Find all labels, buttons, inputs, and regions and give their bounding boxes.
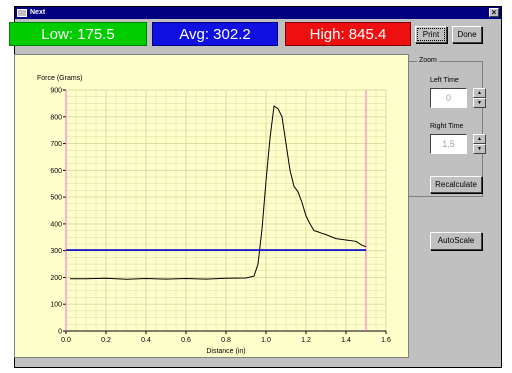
right-time-spinner: ▲ ▼ <box>473 134 486 154</box>
left-time-label: Left Time <box>430 77 459 84</box>
left-time-field[interactable]: 0 <box>430 88 467 108</box>
x-tick-label: 0.2 <box>101 337 111 344</box>
close-icon[interactable]: × <box>489 8 499 17</box>
x-tick-label: 0.0 <box>61 337 71 344</box>
print-button[interactable]: Print <box>415 26 447 43</box>
y-axis-label: Force (Grams) <box>37 75 83 82</box>
y-tick-label: 900 <box>50 88 62 95</box>
x-tick-label: 1.6 <box>381 337 391 344</box>
right-time-field[interactable]: 1.5 <box>430 134 467 154</box>
force-series-line <box>70 105 367 280</box>
y-tick-label: 200 <box>50 275 62 282</box>
done-button[interactable]: Done <box>452 26 482 43</box>
window-title: Next <box>30 9 46 16</box>
right-time-up-icon[interactable]: ▲ <box>473 134 486 144</box>
x-tick-label: 0.6 <box>181 337 191 344</box>
y-tick-label: 500 <box>50 195 62 202</box>
y-tick-label: 400 <box>50 221 62 228</box>
x-tick-label: 1.0 <box>261 337 271 344</box>
x-tick-label: 1.2 <box>301 337 311 344</box>
zoom-group: Zoom <box>408 57 483 197</box>
force-plot: 0 100 200 300 400 500 600 700 800 900 0.0 0.2 0.4 0.6… <box>14 54 409 358</box>
left-time-spinner: ▲ ▼ <box>473 88 486 108</box>
app-icon <box>17 9 27 17</box>
left-time-down-icon[interactable]: ▼ <box>473 98 486 108</box>
y-tick-label: 700 <box>50 141 62 148</box>
y-tick-label: 100 <box>50 302 62 309</box>
title-bar: Next × <box>15 7 501 19</box>
left-time-up-icon[interactable]: ▲ <box>473 88 486 98</box>
x-tick-label: 1.4 <box>341 337 351 344</box>
right-time-down-icon[interactable]: ▼ <box>473 144 486 154</box>
x-tick-label: 0.8 <box>221 337 231 344</box>
y-tick-label: 800 <box>50 114 62 121</box>
avg-value-display: Avg: 302.2 <box>152 22 278 46</box>
x-tick-label: 0.4 <box>141 337 151 344</box>
y-tick-label: 0 <box>58 329 62 336</box>
zoom-group-label: Zoom <box>417 57 439 64</box>
low-value-display: Low: 175.5 <box>9 22 147 46</box>
right-time-label: Right Time <box>430 123 464 130</box>
high-value-display: High: 845.4 <box>285 22 411 46</box>
y-tick-label: 600 <box>50 168 62 175</box>
autoscale-button[interactable]: AutoScale <box>430 232 482 250</box>
x-axis-label: Distance (in) <box>206 348 245 355</box>
force-chart-svg: 0 100 200 300 400 500 600 700 800 900 0.0 0.2 0.4 0.6… <box>37 75 391 355</box>
recalculate-button[interactable]: Recalculate <box>430 176 482 193</box>
y-tick-label: 300 <box>50 248 62 255</box>
